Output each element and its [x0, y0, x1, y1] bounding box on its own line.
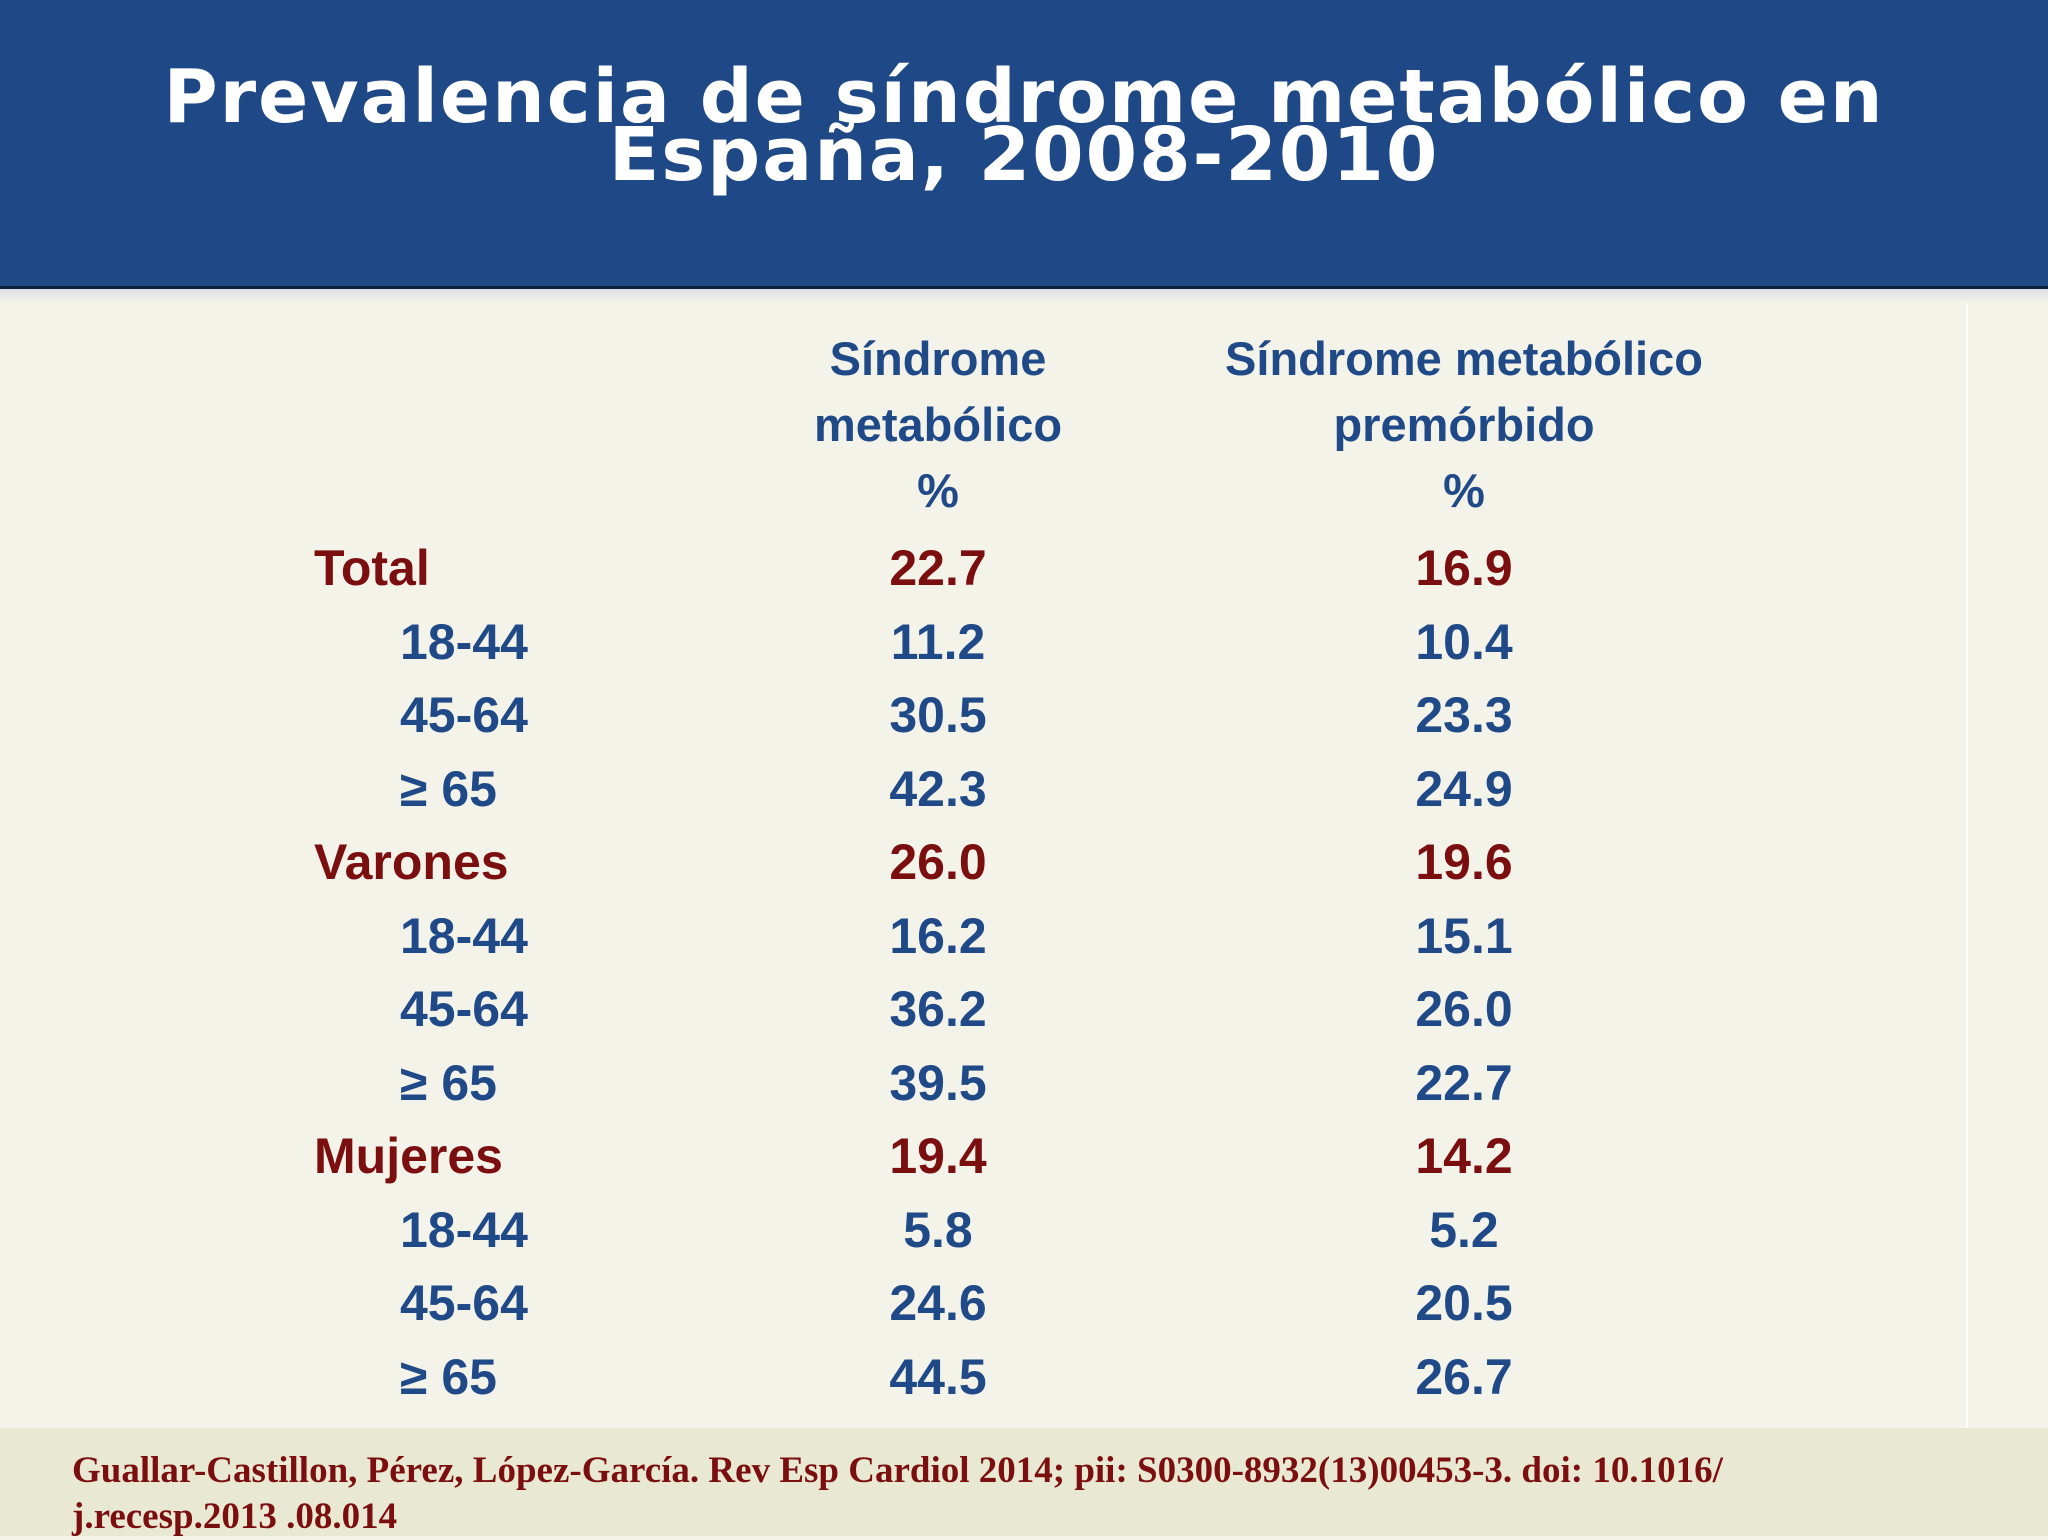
column-header-premorbid-syndrome: Síndrome metabólico premórbido %: [1164, 326, 1764, 524]
age-range-label: ≥ 65: [400, 1054, 497, 1111]
citation: Guallar-Castillon, Pérez, López-García. …: [72, 1448, 1992, 1540]
column-header-text: %: [917, 464, 959, 517]
slide-header: Prevalencia de síndrome metabólico en Es…: [0, 0, 2048, 289]
premorbid-syndrome-value: 23.3: [1415, 687, 1513, 743]
age-range-label: ≥ 65: [400, 1348, 497, 1405]
age-range-label: 45-64: [400, 1275, 528, 1331]
column-header-metabolic-syndrome: Síndrome metabólico %: [738, 326, 1138, 524]
metabolic-syndrome-value: 11.2: [890, 613, 986, 670]
slide-title-line-1: Prevalencia de síndrome metabólico en: [163, 54, 1885, 140]
column-header-text: %: [1443, 464, 1485, 517]
group-label: Mujeres: [314, 1128, 503, 1184]
metabolic-syndrome-value: 42.3: [889, 760, 987, 817]
slide-title-line-2: España, 2008-2010: [608, 112, 1440, 198]
table-row: ≥ 65 39.5 22.7: [0, 1046, 2048, 1120]
premorbid-syndrome-value: 24.9: [1415, 760, 1513, 817]
metabolic-syndrome-value: 5.8: [903, 1201, 973, 1258]
table-row: 45-64 36.2 26.0: [0, 972, 2048, 1046]
citation-line-2: j.recesp.2013 .08.014: [72, 1496, 398, 1537]
table-row: Varones 26.0 19.6: [0, 825, 2048, 899]
table-row: 18-44 16.2 15.1: [0, 899, 2048, 973]
group-label: Total: [314, 540, 430, 596]
age-range-label: 18-44: [400, 1201, 528, 1258]
column-header-text: metabólico: [813, 398, 1063, 451]
column-header-text: premórbido: [1333, 398, 1595, 451]
metabolic-syndrome-value: 44.5: [889, 1348, 987, 1405]
group-label: Varones: [314, 834, 509, 890]
age-range-label: 45-64: [400, 981, 528, 1037]
premorbid-syndrome-value: 26.0: [1415, 981, 1513, 1037]
metabolic-syndrome-value: 19.4: [889, 1128, 987, 1184]
age-range-label: 18-44: [400, 907, 528, 964]
footer: Guallar-Castillon, Pérez, López-García. …: [0, 1428, 2048, 1537]
age-range-label: ≥ 65: [400, 760, 497, 817]
metabolic-syndrome-value: 26.0: [889, 834, 987, 890]
citation-line-1: Guallar-Castillon, Pérez, López-García. …: [72, 1450, 1723, 1491]
premorbid-syndrome-value: 22.7: [1415, 1054, 1513, 1111]
metabolic-syndrome-value: 22.7: [889, 540, 987, 596]
table-row: 18-44 5.8 5.2: [0, 1193, 2048, 1267]
premorbid-syndrome-value: 16.9: [1415, 540, 1513, 596]
premorbid-syndrome-value: 19.6: [1415, 834, 1513, 890]
metabolic-syndrome-value: 24.6: [889, 1275, 987, 1331]
table-row: 18-44 11.2 10.4: [0, 605, 2048, 679]
table-row: 45-64 24.6 20.5: [0, 1266, 2048, 1340]
age-range-label: 18-44: [400, 613, 528, 670]
premorbid-syndrome-value: 14.2: [1415, 1128, 1513, 1184]
table-row: 45-64 30.5 23.3: [0, 678, 2048, 752]
header-divider: [0, 289, 2048, 303]
age-range-label: 45-64: [400, 687, 528, 743]
premorbid-syndrome-value: 15.1: [1415, 907, 1513, 964]
slide-title: Prevalencia de síndrome metabólico en Es…: [0, 54, 2048, 198]
premorbid-syndrome-value: 26.7: [1415, 1348, 1513, 1405]
table-row: ≥ 65 44.5 26.7: [0, 1340, 2048, 1414]
metabolic-syndrome-value: 30.5: [889, 687, 987, 743]
metabolic-syndrome-value: 39.5: [889, 1054, 987, 1111]
premorbid-syndrome-value: 20.5: [1415, 1275, 1513, 1331]
premorbid-syndrome-value: 10.4: [1415, 613, 1513, 670]
metabolic-syndrome-value: 36.2: [889, 981, 987, 1037]
table-row: Mujeres 19.4 14.2: [0, 1119, 2048, 1193]
metabolic-syndrome-value: 16.2: [889, 907, 987, 964]
table-row: Total 22.7 16.9: [0, 531, 2048, 605]
content-panel: Síndrome metabólico % Síndrome metabólic…: [0, 303, 1968, 1428]
column-header-text: Síndrome metabólico: [1225, 332, 1703, 385]
table-row: ≥ 65 42.3 24.9: [0, 752, 2048, 826]
premorbid-syndrome-value: 5.2: [1429, 1201, 1499, 1258]
column-header-text: Síndrome: [829, 332, 1047, 385]
